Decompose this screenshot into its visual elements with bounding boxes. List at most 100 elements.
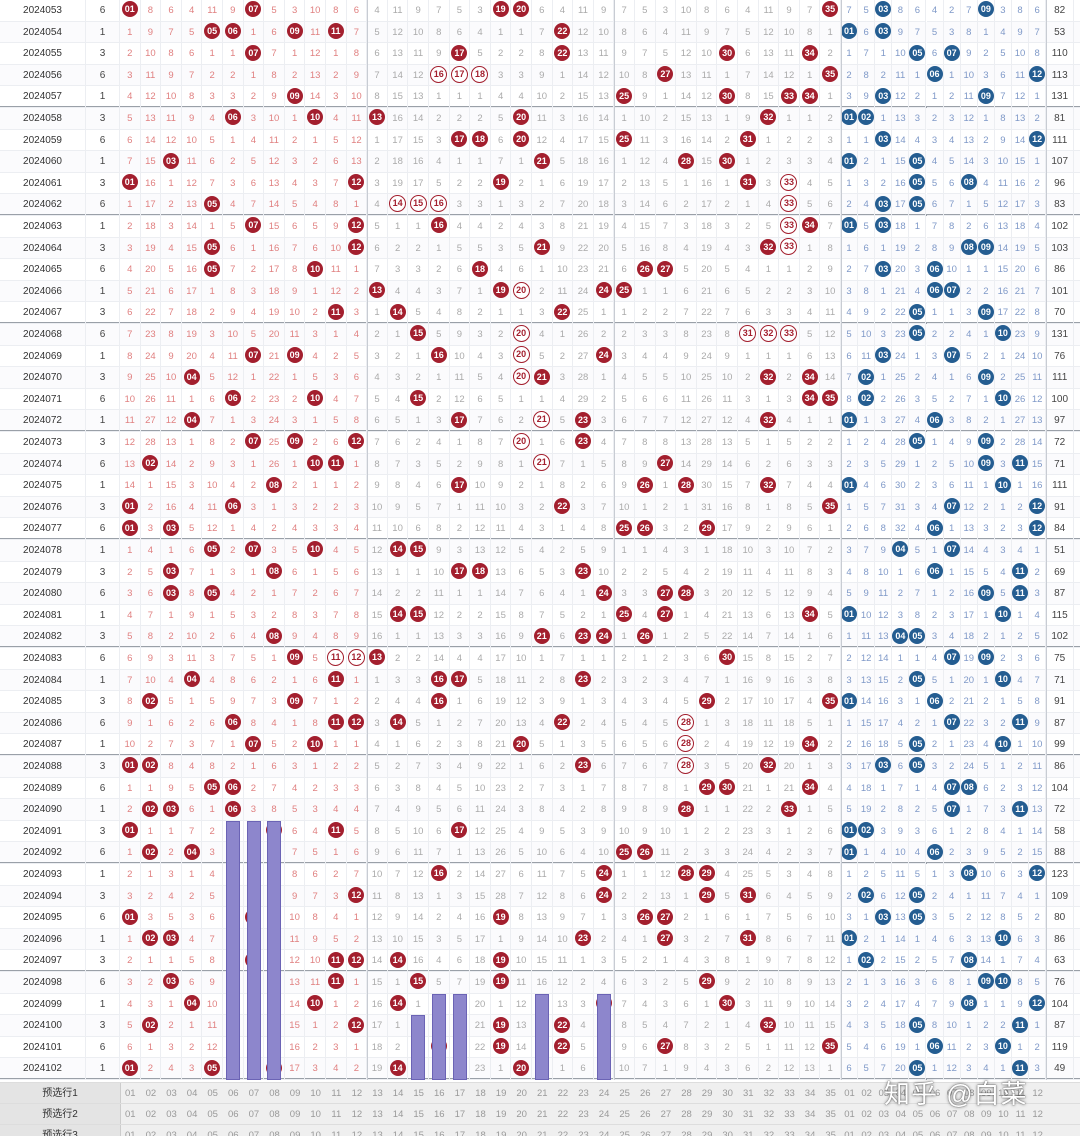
red-miss-value: 2: [353, 761, 360, 772]
blue-miss-value: 1: [966, 199, 972, 211]
blue-cell-04: 10: [892, 43, 910, 65]
blue-miss-value: 3: [931, 912, 938, 924]
blue-cell-10: 2: [994, 777, 1012, 800]
red-cell-17: 1: [449, 86, 471, 108]
blue-miss-value: 1: [846, 134, 852, 146]
red-miss-value: 10: [680, 372, 692, 384]
red-miss-value: 14: [165, 458, 177, 470]
red-ball-24: 24: [595, 346, 612, 363]
red-ball-27: 27: [657, 454, 674, 471]
red-miss-value: 13: [824, 977, 836, 988]
red-cell-27: 9: [655, 799, 677, 821]
blue-miss-value: 24: [895, 350, 906, 362]
red-miss-value: 3: [394, 674, 401, 686]
red-cell-04: 10: [181, 129, 203, 152]
blue-miss-value: 2: [983, 631, 989, 643]
blue-cell-09: 1: [977, 324, 995, 346]
blue-cell-09: 5: [977, 194, 995, 216]
blue-cell-07: 2: [943, 86, 961, 108]
red-miss-value: 3: [559, 372, 566, 384]
red-ball-05: 05: [204, 541, 221, 558]
blue-cell-10: 10: [994, 388, 1012, 411]
blue-cell-01: 01: [841, 475, 859, 497]
red-cell-17: 7: [449, 972, 471, 994]
red-miss-value: 3: [683, 653, 689, 664]
red-miss-value: 5: [456, 933, 463, 945]
red-miss-value: 3: [806, 674, 813, 686]
red-miss-value: 4: [827, 782, 833, 794]
blue-ball-06: 06: [926, 260, 943, 277]
draw-digit: 6: [86, 1036, 120, 1059]
red-cell-07: 7: [243, 691, 265, 713]
red-cell-31: 4: [738, 0, 759, 22]
red-ball-28: 28: [677, 865, 694, 882]
red-miss-value: 22: [701, 307, 712, 319]
blue-cell-12: 12: [1029, 496, 1047, 519]
blue-cell-10: 6: [994, 64, 1012, 87]
red-miss-value: 2: [291, 134, 298, 146]
red-cell-03: 1: [161, 993, 182, 1016]
stat-span: 31: [1074, 756, 1080, 778]
blue-cell-04: 16: [892, 972, 910, 994]
blue-miss-value: 1: [846, 437, 852, 448]
red-miss-value: 8: [539, 804, 545, 816]
blue-miss-value: 3: [863, 1020, 869, 1032]
blue-ball-07: 07: [943, 714, 960, 731]
red-cell-18: 4: [470, 648, 491, 670]
red-cell-33: 9: [779, 993, 800, 1016]
blue-cell-06: 4: [926, 928, 944, 951]
red-cell-06: 4: [223, 194, 244, 216]
blue-cell-10: 2: [994, 432, 1012, 454]
red-cell-19: 12: [490, 540, 512, 562]
blue-cell-06: 4: [926, 496, 944, 519]
red-miss-value: 1: [394, 631, 401, 643]
red-miss-value: 9: [559, 696, 566, 708]
red-miss-value: 2: [127, 955, 133, 967]
red-miss-value: 2: [724, 696, 730, 708]
blue-cell-07: 1: [943, 64, 961, 87]
blue-miss-value: 4: [1000, 825, 1006, 837]
red-cell-06: 9: [223, 691, 244, 713]
red-cell-02: 8: [140, 626, 162, 648]
red-cell-23: 4: [573, 518, 594, 540]
red-cell-11: 12: [326, 280, 347, 303]
red-miss-value: 4: [827, 588, 833, 600]
blue-miss-value: 18: [860, 782, 872, 794]
red-miss-value: 3: [539, 696, 545, 708]
blue-cell-02: 19: [858, 799, 876, 821]
blue-cell-03: 03: [875, 345, 893, 368]
blue-cell-09: 2: [977, 1015, 995, 1037]
red-miss-value: 7: [127, 674, 133, 686]
stat-span: 34: [1074, 0, 1080, 22]
red-miss-value: 11: [124, 415, 135, 427]
blue-cell-04: 16: [892, 172, 910, 195]
red-miss-value: 11: [413, 48, 424, 60]
red-cell-08: 17: [264, 259, 285, 281]
red-miss-value: 5: [724, 761, 730, 772]
red-ball-29: 29: [698, 865, 715, 882]
red-miss-value: 4: [333, 545, 339, 556]
red-cell-10: 3: [305, 518, 326, 540]
red-ball-35: 35: [822, 692, 839, 709]
blue-cell-04: 28: [892, 432, 910, 454]
table-row: 2024098632036981713111111511557191911161…: [0, 972, 1080, 994]
red-miss-value: 19: [145, 242, 156, 254]
red-miss-value: 10: [618, 69, 630, 81]
red-cell-25: 1: [614, 864, 635, 886]
blue-miss-value: 5: [983, 761, 989, 772]
red-miss-value: 3: [394, 264, 401, 276]
red-cell-31: 2: [738, 216, 759, 238]
red-miss-value: 3: [621, 588, 627, 600]
red-cell-34: 5: [799, 712, 821, 735]
issue-number: 2024058: [0, 108, 86, 130]
red-cell-22: 1: [552, 518, 574, 540]
red-miss-value: 11: [330, 264, 341, 276]
red-miss-value: 7: [703, 674, 710, 686]
red-cell-04: 2: [181, 453, 203, 476]
stat-sum: 86: [1046, 756, 1075, 778]
red-miss-value: 11: [372, 890, 382, 902]
red-ball-09: 09: [286, 346, 303, 363]
blue-cell-03: 11: [875, 583, 893, 605]
red-cell-20: 4: [511, 216, 532, 238]
blue-cell-11: 3: [1012, 864, 1030, 886]
